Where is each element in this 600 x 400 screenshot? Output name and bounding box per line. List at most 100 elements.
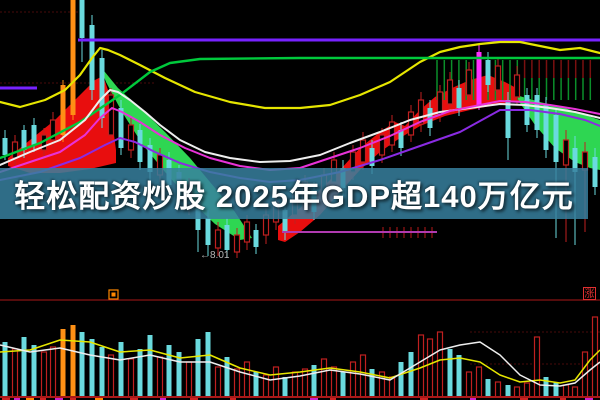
volume-bar: [185, 361, 193, 398]
volume-bar: [513, 386, 521, 398]
candle: [70, 0, 76, 115]
headline-text: 轻松配资炒股 2025年GDP超140万亿元: [14, 179, 574, 214]
bottom-dash: [160, 398, 166, 400]
volume-bar: [465, 371, 473, 398]
candle: [60, 85, 66, 135]
volume-bar: [301, 368, 309, 398]
volume-bar: [176, 352, 182, 397]
volume-bar: [137, 349, 143, 397]
bottom-dash: [55, 398, 63, 400]
volume-bar: [523, 382, 531, 398]
ma-line: [0, 89, 600, 166]
volume-bar: [282, 377, 288, 397]
volume-bar: [533, 336, 541, 398]
volume-bar: [571, 386, 579, 398]
bottom-dash: [14, 398, 20, 400]
volume-bar: [243, 361, 251, 398]
bottom-dash: [470, 398, 476, 400]
candle: [127, 124, 135, 151]
candle: [513, 74, 521, 98]
candle: [21, 130, 27, 150]
candle: [465, 69, 473, 96]
candle: [282, 210, 288, 232]
bottom-dash: [560, 398, 566, 400]
volume-bar: [447, 349, 453, 397]
candle: [79, 0, 85, 38]
volume-bar: [107, 354, 115, 398]
candle: [456, 88, 462, 108]
bottom-dash: [585, 398, 593, 400]
ma-line: [0, 40, 600, 110]
candle: [99, 58, 105, 118]
volume-bar: [60, 329, 66, 397]
candle: [476, 52, 482, 105]
bottom-dash: [310, 398, 318, 400]
volume-bar: [369, 369, 375, 397]
volume-bar: [505, 385, 511, 397]
candle: [417, 99, 425, 125]
volume-bar: [195, 339, 201, 397]
candle: [534, 95, 540, 130]
volume-bar: [156, 356, 164, 398]
volume-bar: [408, 352, 414, 397]
volume-bar: [49, 346, 57, 398]
volume-ma-line: [0, 341, 600, 387]
candle: [224, 225, 230, 250]
candle: [494, 65, 502, 91]
candle: [446, 79, 454, 105]
candle: [2, 138, 8, 155]
candle: [11, 141, 19, 159]
volume-bar: [253, 372, 259, 397]
headline-banner[interactable]: 轻松配资炒股 2025年GDP超140万亿元: [0, 168, 588, 219]
candle: [369, 148, 375, 166]
volume-bar: [359, 354, 367, 398]
candle: [118, 108, 124, 148]
volume-bar: [340, 372, 346, 397]
volume-bar: [311, 365, 317, 397]
candle: [359, 139, 367, 163]
volume-bar: [21, 337, 27, 397]
volume-bar: [40, 351, 48, 398]
bottom-dash: [520, 398, 528, 400]
bottom-dash: [70, 398, 76, 400]
candle: [253, 230, 259, 247]
volume-bar: [553, 382, 559, 397]
price-low-label: ←8.01: [200, 250, 230, 261]
candle: [572, 148, 578, 172]
volume-bar: [562, 384, 570, 398]
candle: [398, 130, 404, 148]
candle: [31, 125, 37, 145]
candle: [205, 218, 211, 245]
volume-bar: [349, 361, 357, 398]
candle: [505, 100, 511, 138]
volume-bar: [485, 379, 491, 397]
bottom-dash: [95, 398, 103, 400]
volume-bar: [233, 368, 241, 398]
volume-bar: [147, 335, 153, 397]
volume-bar: [543, 377, 549, 397]
volume-bar: [2, 342, 8, 397]
bottom-dash: [230, 398, 236, 400]
bottom-dash: [2, 398, 10, 400]
candle: [137, 130, 143, 162]
candle: [543, 105, 549, 150]
bottom-dash: [130, 398, 138, 400]
volume-bar: [11, 348, 19, 398]
candle: [407, 111, 415, 136]
volume-bar: [475, 366, 483, 398]
rise-badge: 涨: [583, 287, 596, 300]
volume-bar: [494, 381, 502, 398]
bottom-dash: [40, 398, 46, 400]
candle: [553, 115, 559, 162]
flag-marker-icon: [108, 289, 119, 300]
candle: [485, 60, 491, 85]
candle: [49, 119, 57, 141]
volume-bar: [436, 331, 444, 398]
volume-bar: [70, 325, 76, 397]
volume-bar: [214, 366, 222, 398]
candle: [243, 221, 251, 243]
volume-bar: [398, 362, 404, 397]
candle: [107, 94, 115, 136]
candle: [147, 145, 153, 172]
